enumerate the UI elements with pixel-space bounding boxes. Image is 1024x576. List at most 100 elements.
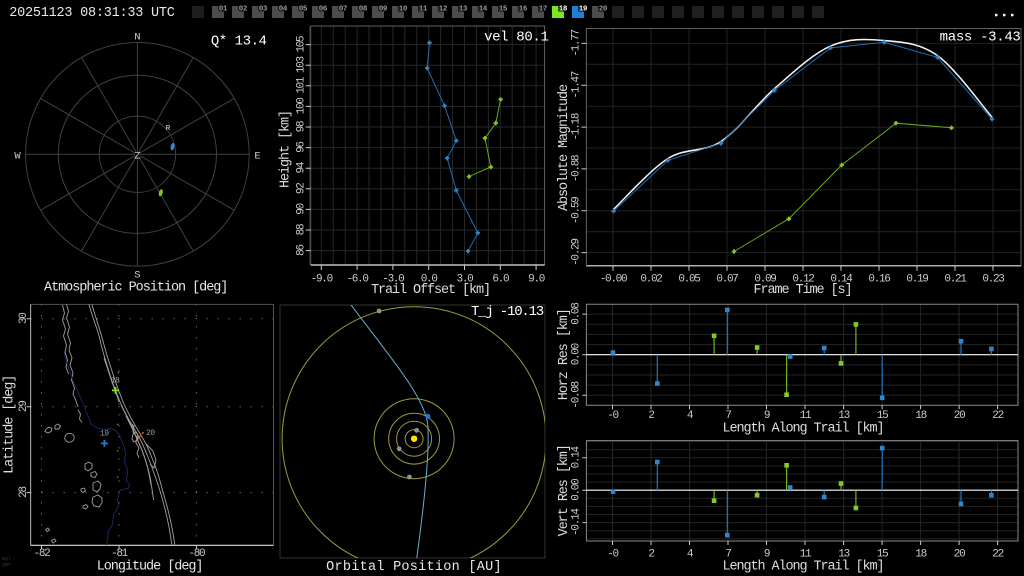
svg-text:04: 04 bbox=[279, 6, 288, 14]
svg-text:9: 9 bbox=[764, 410, 770, 422]
svg-text:-1.18: -1.18 bbox=[571, 113, 583, 140]
svg-text:Trail Offset [km]: Trail Offset [km] bbox=[371, 283, 490, 298]
svg-text:0.14: 0.14 bbox=[571, 446, 583, 469]
svg-text:mass -3.43: mass -3.43 bbox=[940, 30, 1021, 46]
svg-text:22: 22 bbox=[992, 549, 1003, 561]
svg-text:E: E bbox=[254, 151, 260, 163]
svg-text:2: 2 bbox=[648, 549, 654, 561]
svg-text:17: 17 bbox=[539, 6, 547, 14]
svg-text:R: R bbox=[166, 125, 171, 133]
svg-text:02: 02 bbox=[239, 6, 248, 14]
svg-text:19: 19 bbox=[579, 6, 588, 14]
svg-text:11: 11 bbox=[419, 6, 428, 14]
svg-text:90: 90 bbox=[296, 203, 308, 214]
svg-text:-0.00: -0.00 bbox=[600, 274, 627, 286]
svg-text:18: 18 bbox=[111, 377, 120, 386]
svg-text:2: 2 bbox=[648, 410, 654, 422]
svg-text:100: 100 bbox=[296, 98, 308, 115]
svg-text:-0.88: -0.88 bbox=[571, 155, 583, 182]
svg-text:Frame Time [s]: Frame Time [s] bbox=[753, 283, 851, 298]
svg-text:11: 11 bbox=[800, 549, 812, 561]
svg-text:-0: -0 bbox=[607, 410, 618, 422]
svg-text:Horz Res [km]: Horz Res [km] bbox=[557, 309, 572, 400]
svg-text:0.09: 0.09 bbox=[754, 274, 776, 286]
svg-text:Length Along Trail [km]: Length Along Trail [km] bbox=[722, 560, 883, 575]
svg-text:4: 4 bbox=[687, 549, 694, 561]
svg-text:0.14: 0.14 bbox=[830, 274, 853, 286]
svg-text:13: 13 bbox=[838, 410, 849, 422]
svg-text:Q* 13.4: Q* 13.4 bbox=[211, 34, 267, 50]
svg-text:10: 10 bbox=[399, 6, 408, 14]
svg-text:29: 29 bbox=[18, 401, 30, 412]
svg-text:0.02: 0.02 bbox=[640, 274, 662, 286]
svg-text:94: 94 bbox=[296, 161, 308, 173]
svg-text:N: N bbox=[134, 32, 140, 44]
svg-text:S: S bbox=[134, 270, 140, 282]
svg-text:-0: -0 bbox=[607, 549, 618, 561]
svg-text:30: 30 bbox=[18, 313, 30, 324]
svg-text:0.05: 0.05 bbox=[678, 274, 700, 286]
svg-text:20251123 08:31:33 UTC: 20251123 08:31:33 UTC bbox=[9, 6, 174, 21]
svg-text:-9.0: -9.0 bbox=[311, 274, 333, 286]
svg-text:03: 03 bbox=[259, 6, 268, 14]
svg-text:-0.14: -0.14 bbox=[571, 508, 583, 536]
svg-text:20: 20 bbox=[146, 429, 155, 438]
svg-text:22: 22 bbox=[992, 410, 1003, 422]
svg-text:0.00: 0.00 bbox=[571, 479, 583, 501]
svg-text:11: 11 bbox=[800, 410, 812, 422]
svg-text:0.19: 0.19 bbox=[906, 274, 928, 286]
svg-text:-1.47: -1.47 bbox=[571, 71, 583, 98]
svg-text:4: 4 bbox=[687, 410, 694, 422]
svg-text:Vert Res [km]: Vert Res [km] bbox=[557, 445, 572, 536]
svg-text:0.16: 0.16 bbox=[868, 274, 890, 286]
svg-text:07: 07 bbox=[339, 6, 347, 14]
svg-text:mpl: mpl bbox=[2, 556, 11, 562]
svg-text:28: 28 bbox=[18, 487, 30, 498]
svg-text:0.08: 0.08 bbox=[571, 303, 583, 325]
svg-text:19: 19 bbox=[100, 429, 109, 438]
svg-text:0.0: 0.0 bbox=[421, 274, 438, 286]
svg-text:86: 86 bbox=[296, 245, 308, 256]
svg-text:20: 20 bbox=[599, 6, 608, 14]
svg-text:7: 7 bbox=[725, 549, 731, 561]
svg-text:08: 08 bbox=[359, 6, 368, 14]
svg-text:W: W bbox=[14, 151, 21, 163]
svg-text:0.21: 0.21 bbox=[944, 274, 967, 286]
svg-text:6.0: 6.0 bbox=[492, 274, 509, 286]
svg-text:Longitude [deg]: Longitude [deg] bbox=[97, 560, 203, 575]
svg-text:05: 05 bbox=[299, 6, 308, 14]
svg-text:Atmospheric Position [deg]: Atmospheric Position [deg] bbox=[44, 281, 227, 296]
svg-text:3.0: 3.0 bbox=[457, 274, 474, 286]
svg-text:Orbital Position [AU]: Orbital Position [AU] bbox=[326, 560, 502, 575]
svg-text:13: 13 bbox=[838, 549, 849, 561]
svg-text:Latitude [deg]: Latitude [deg] bbox=[3, 376, 18, 474]
svg-text:13: 13 bbox=[459, 6, 468, 14]
svg-text:18: 18 bbox=[915, 549, 926, 561]
svg-text:0.12: 0.12 bbox=[792, 274, 814, 286]
svg-text:14: 14 bbox=[479, 6, 488, 14]
svg-text:20: 20 bbox=[954, 410, 965, 422]
svg-text:18: 18 bbox=[559, 6, 568, 14]
svg-text:101: 101 bbox=[296, 76, 308, 94]
svg-text:92: 92 bbox=[296, 183, 308, 194]
svg-text:-80: -80 bbox=[188, 548, 205, 560]
svg-text:-0.59: -0.59 bbox=[571, 197, 583, 224]
svg-text:Absolute Magnitude: Absolute Magnitude bbox=[557, 84, 572, 211]
svg-text:105: 105 bbox=[296, 36, 308, 53]
svg-text:9.0: 9.0 bbox=[528, 274, 545, 286]
svg-text:-0.08: -0.08 bbox=[571, 381, 583, 408]
svg-text:T_j -10.13: T_j -10.13 bbox=[471, 304, 544, 320]
svg-text:-82: -82 bbox=[34, 548, 51, 560]
svg-text:16: 16 bbox=[519, 6, 528, 14]
svg-text:12: 12 bbox=[439, 6, 448, 14]
svg-text:0.23: 0.23 bbox=[982, 274, 1004, 286]
svg-text:98: 98 bbox=[296, 121, 308, 132]
svg-text:09: 09 bbox=[379, 6, 388, 14]
svg-text:0.00: 0.00 bbox=[571, 343, 583, 365]
svg-text:gmn: gmn bbox=[2, 562, 11, 568]
svg-text:0.07: 0.07 bbox=[716, 274, 738, 286]
svg-text:01: 01 bbox=[219, 6, 228, 14]
svg-text:15: 15 bbox=[499, 6, 508, 14]
svg-text:7: 7 bbox=[725, 410, 731, 422]
svg-text:-0.29: -0.29 bbox=[571, 239, 583, 266]
